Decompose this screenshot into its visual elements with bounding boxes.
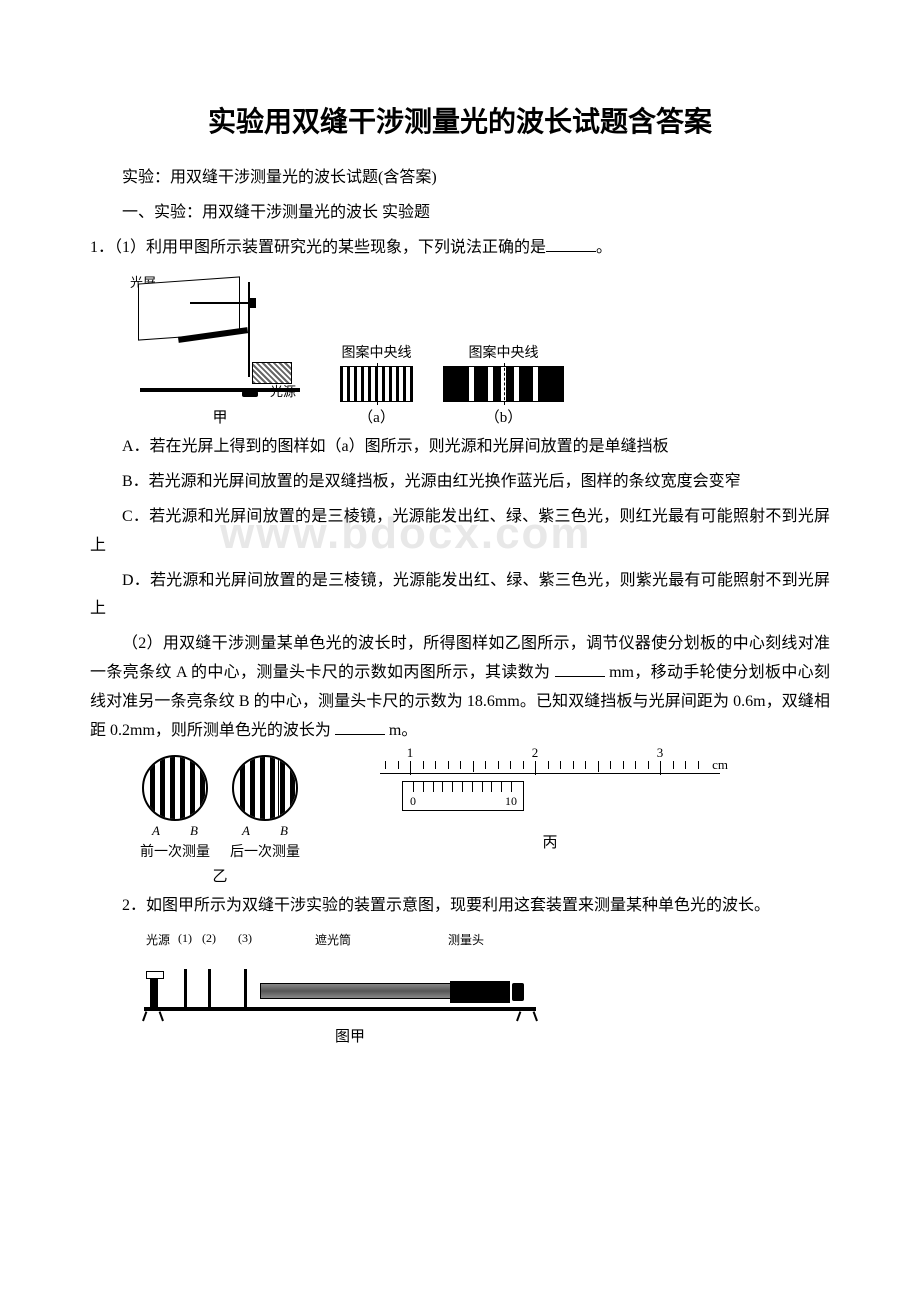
vernier-scale: 0 10: [402, 781, 524, 811]
caption-next: 后一次测量: [230, 841, 300, 861]
plate-1-top: [184, 969, 187, 977]
apparatus-jia: 光屏 光源 甲: [130, 272, 310, 427]
center-line-a: [377, 363, 378, 405]
stand-vertical: [248, 282, 250, 377]
blank-3: [335, 718, 385, 735]
main-num-3: 3: [657, 745, 664, 761]
circle-next: A B 后一次测量: [230, 755, 300, 861]
pattern-a-block: 图案中央线 （a）: [340, 342, 413, 427]
main-scale-line: [380, 773, 720, 774]
center-line-b: [504, 363, 505, 405]
cm-label: cm: [712, 757, 728, 773]
pattern-a-label: 图案中央线: [342, 342, 412, 362]
label-src: 光源: [146, 931, 170, 948]
label-2: (2): [202, 931, 216, 946]
q2-stem: 2．如图甲所示为双缝干涉实验的装置示意图，现要利用这套装置来测量某种单色光的波长…: [90, 892, 830, 921]
q1-stem: 1．（1）利用甲图所示装置研究光的某些现象，下列说法正确的是 。: [90, 234, 830, 263]
plate-1: [184, 977, 187, 1007]
caption-jia2: 图甲: [140, 1025, 560, 1046]
q1-part2: （2）用双缝干涉测量某单色光的波长时，所得图样如乙图所示，调节仪器使分划板的中心…: [90, 630, 830, 745]
label-3: (3): [238, 931, 252, 946]
rail: [144, 1007, 536, 1011]
section-heading: 一、实验：用双缝干涉测量光的波长 实验题: [90, 199, 830, 228]
lamp-top: [146, 971, 164, 979]
measure-head: [450, 981, 510, 1003]
shading-tube: [260, 983, 452, 999]
vernier-num-0: 0: [410, 794, 416, 809]
q1-option-b: B．若光源和光屏间放置的是双缝挡板，光源由红光换作蓝光后，图样的条纹宽度会变窄: [90, 468, 830, 497]
clamp-knob: [248, 298, 256, 308]
clamp-arm: [190, 302, 248, 304]
plate-2: [208, 977, 211, 1007]
caption-b: （b）: [485, 406, 523, 427]
figure-1: 光屏 光源 甲 图案中央线 （a） 图案中央线: [130, 272, 830, 427]
lamp: [150, 979, 158, 1007]
head-knob: [512, 983, 524, 1001]
pattern-b: [443, 366, 564, 402]
q1-stem-end: 。: [596, 239, 612, 256]
label-head: 测量头: [448, 931, 484, 948]
main-num-2: 2: [532, 745, 539, 761]
circle-prev: A B 前一次测量: [140, 755, 210, 861]
q1-option-a: A．若在光屏上得到的图样如（a）图所示，则光源和光屏间放置的是单缝挡板: [90, 433, 830, 462]
plate-2-top: [208, 969, 211, 977]
stand-foot: [242, 391, 258, 397]
ruler-block: cm 1 2 3 0 10 丙: [380, 755, 720, 852]
foot-left: [142, 1011, 164, 1021]
label-1: (1): [178, 931, 192, 946]
vernier-num-10: 10: [505, 794, 517, 809]
blank-1: [546, 235, 596, 252]
q1-option-d: D．若光源和光屏间放置的是三棱镜，光源能发出红、绿、紫三色光，则紫光最有可能照射…: [90, 567, 830, 625]
pattern-a: [340, 366, 413, 402]
q1-part2-c: m。: [389, 722, 417, 739]
circles-block: A B 前一次测量 A B 后一次测量 乙: [140, 755, 300, 886]
label-tube: 遮光筒: [315, 931, 351, 948]
label-b-1: B: [190, 823, 198, 839]
foot-right: [516, 1011, 538, 1021]
label-a-2: A: [242, 823, 250, 839]
page-title: 实验用双缝干涉测量光的波长试题含答案: [90, 100, 830, 140]
caption-jia: 甲: [130, 406, 310, 427]
vernier-ruler: cm 1 2 3 0 10: [380, 755, 720, 825]
label-b-2: B: [280, 823, 288, 839]
figure-yi-bing: AB 前一次测量 AB 后一次测量 乙 cm 1 2 3 0: [140, 755, 830, 886]
q1-option-c: C．若光源和光屏间放置的是三棱镜，光源能发出红、绿、紫三色光，则红光最有可能照射…: [90, 503, 830, 561]
plate-3: [244, 977, 247, 1007]
pattern-b-block: 图案中央线 （b）: [443, 342, 564, 427]
caption-bing: 丙: [542, 831, 557, 852]
main-num-1: 1: [407, 745, 414, 761]
caption-a: （a）: [358, 406, 395, 427]
caption-prev: 前一次测量: [140, 841, 210, 861]
pattern-b-label: 图案中央线: [469, 342, 539, 362]
blank-2: [555, 660, 605, 677]
plate-3-top: [244, 969, 247, 977]
caption-yi: 乙: [140, 865, 300, 886]
eyepiece-view-next: [232, 755, 298, 821]
source-label: 光源: [270, 381, 296, 400]
q1-stem-text: 1．（1）利用甲图所示装置研究光的某些现象，下列说法正确的是: [90, 239, 546, 256]
intro-line: 实验：用双缝干涉测量光的波长试题(含答案): [90, 164, 830, 193]
figure-jia2: 光源 (1) (2) (3) 遮光筒 测量头 图甲: [140, 931, 560, 1046]
label-a-1: A: [152, 823, 160, 839]
eyepiece-view-prev: [142, 755, 208, 821]
